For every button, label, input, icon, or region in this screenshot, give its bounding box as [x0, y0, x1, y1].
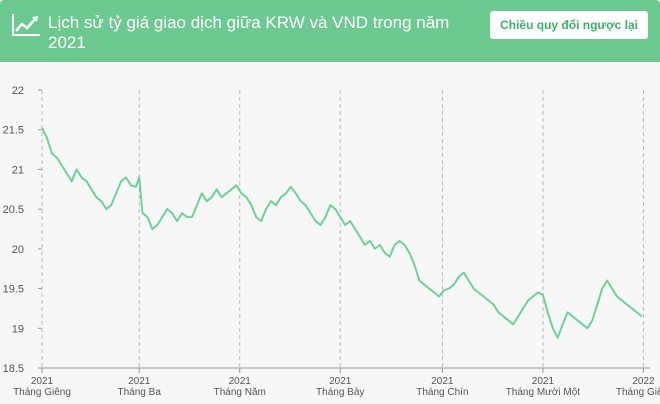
- y-tick-label: 20.5: [3, 204, 24, 216]
- y-tick-label: 22: [12, 85, 24, 97]
- y-axis: 18.5 19 19.5 20 20.5 21 21.5 22: [3, 85, 42, 375]
- x-tick-year: 2021: [329, 376, 352, 387]
- swap-currency-button[interactable]: Chiều quy đổi ngược lại: [490, 11, 648, 39]
- x-tick-month: Tháng Bảy: [316, 387, 364, 398]
- grid-layer: [41, 90, 650, 369]
- x-tick-year: 2021: [431, 376, 454, 387]
- y-tick-label: 19: [12, 323, 24, 335]
- x-tick-month: Tháng Năm: [214, 387, 266, 398]
- y-tick-label: 21: [12, 164, 24, 176]
- page-title: Lịch sử tỷ giá giao dịch giữa KRW và VND…: [48, 13, 450, 52]
- x-tick-year: 2022: [632, 376, 655, 387]
- y-tick-label: 20: [12, 244, 24, 256]
- x-tick-month: Tháng Giêng: [13, 387, 71, 398]
- x-tick-year: 2021: [128, 376, 151, 387]
- x-tick-year: 2021: [229, 376, 252, 387]
- y-tick-label: 19.5: [3, 284, 24, 296]
- x-tick-month: Tháng Giê...: [616, 387, 660, 398]
- y-tick-label: 21.5: [3, 125, 24, 137]
- x-tick-year: 2021: [532, 376, 555, 387]
- x-tick-year: 2021: [31, 376, 54, 387]
- y-tick-label: 18.5: [3, 363, 24, 375]
- series-line: [41, 127, 643, 339]
- x-tick-month: Tháng Ba: [118, 387, 162, 398]
- x-tick-month: Tháng Mười Một: [506, 387, 581, 398]
- chart-area: 18.5 19 19.5 20 20.5 21 21.5 22 2021 Tháng Giêng…: [0, 62, 660, 404]
- line-chart-icon: [12, 14, 40, 36]
- chart-header: Lịch sử tỷ giá giao dịch giữa KRW và VND…: [0, 0, 660, 62]
- series-layer: [41, 127, 643, 339]
- x-tick-month: Tháng Chín: [416, 387, 468, 398]
